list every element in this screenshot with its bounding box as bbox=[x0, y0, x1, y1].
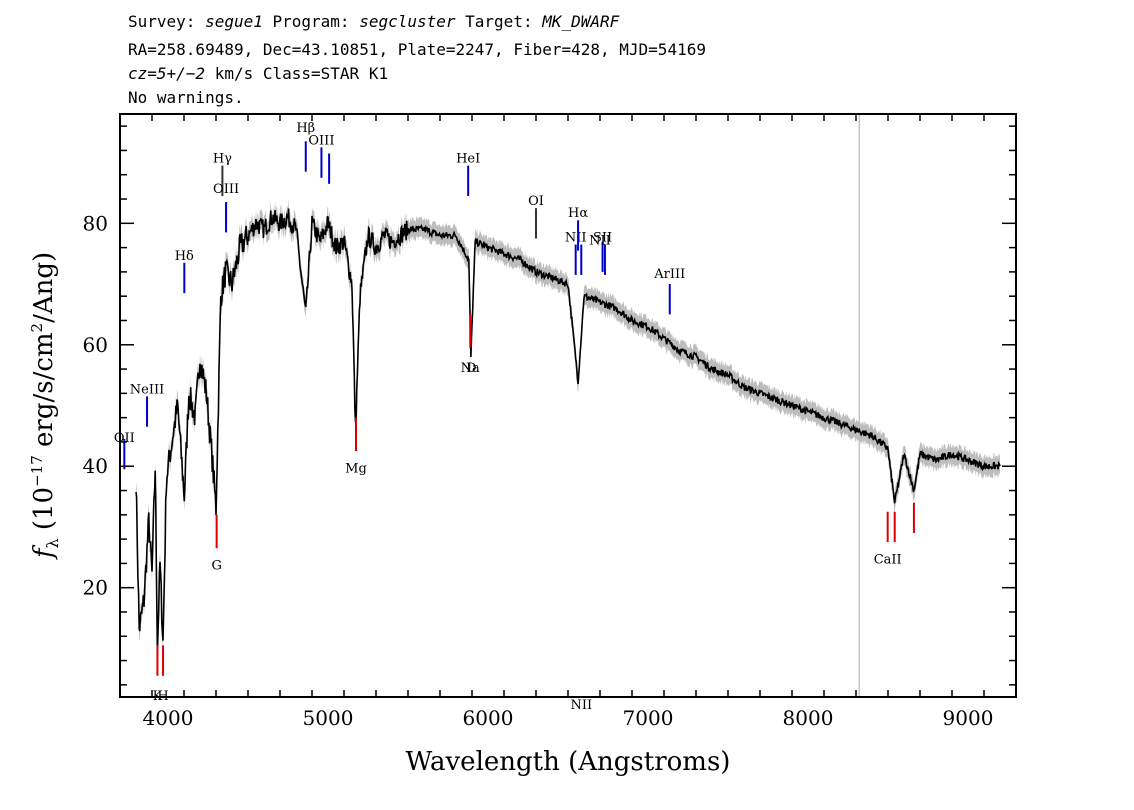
emission-line-label: Hα bbox=[568, 206, 588, 221]
x-tick-label: 9000 bbox=[943, 706, 994, 730]
header-line-4: No warnings. bbox=[128, 88, 244, 107]
y-tick-label: 40 bbox=[83, 454, 108, 478]
target-label: Target: bbox=[455, 12, 543, 31]
emission-line-label: NII bbox=[565, 231, 587, 246]
absorption-line-label: CaII bbox=[874, 552, 902, 567]
plot-frame bbox=[119, 113, 1017, 698]
emission-line-label: OI bbox=[528, 194, 544, 209]
y-tick-label: 60 bbox=[83, 333, 108, 357]
absorption-line-label: Na bbox=[461, 361, 480, 376]
y-tick-label: 80 bbox=[83, 211, 108, 235]
x-tick-label: 7000 bbox=[623, 706, 674, 730]
x-tick-label: 6000 bbox=[463, 706, 514, 730]
x-tick-label: 5000 bbox=[303, 706, 354, 730]
emission-line-label: NeIII bbox=[130, 382, 164, 397]
absorption-line-label: Mg bbox=[345, 461, 367, 476]
emission-line-label: OII bbox=[114, 431, 135, 446]
program-label: Program: bbox=[262, 12, 360, 31]
x-tick-label: 8000 bbox=[783, 706, 834, 730]
x-axis-label: Wavelength (Angstroms) bbox=[406, 747, 731, 777]
survey-value: segue1 bbox=[205, 12, 263, 31]
flux-error-band bbox=[136, 198, 1000, 664]
program-value: segcluster bbox=[359, 12, 456, 31]
emission-line-label: Hγ bbox=[213, 152, 232, 167]
y-axis-label: fλ (10−17 erg/s/cm2/Ang) bbox=[28, 252, 62, 560]
header-line-1: Survey: segue1 Program: segcluster Targe… bbox=[128, 12, 619, 31]
emission-line-label: NII bbox=[570, 698, 592, 713]
emission-line-label: ArIII bbox=[653, 267, 685, 282]
y-tick-label: 20 bbox=[83, 576, 108, 600]
emission-line-label: HeI bbox=[456, 152, 480, 167]
absorption-line-label: G bbox=[211, 558, 221, 573]
emission-line-label: Hβ bbox=[296, 121, 315, 136]
target-value: MK_DWARF bbox=[542, 12, 620, 31]
class-value: km/s Class=STAR K1 bbox=[205, 64, 389, 83]
survey-label: Survey: bbox=[128, 12, 206, 31]
header-line-2: RA=258.69489, Dec=43.10851, Plate=2247, … bbox=[128, 40, 706, 59]
emission-line-label: OIII bbox=[213, 182, 239, 197]
header-line-3: cz=5+/−2 km/s Class=STAR K1 bbox=[128, 64, 388, 83]
emission-line-label: OIII bbox=[308, 133, 334, 148]
emission-line-label: Hδ bbox=[175, 249, 194, 264]
emission-line-label: NII bbox=[589, 234, 611, 249]
absorption-line-label: D bbox=[466, 361, 476, 376]
cz-value: cz=5+/−2 bbox=[128, 64, 206, 83]
x-tick-label: 4000 bbox=[143, 706, 194, 730]
emission-line-label: SII bbox=[593, 231, 612, 246]
flux-series bbox=[135, 208, 1001, 654]
